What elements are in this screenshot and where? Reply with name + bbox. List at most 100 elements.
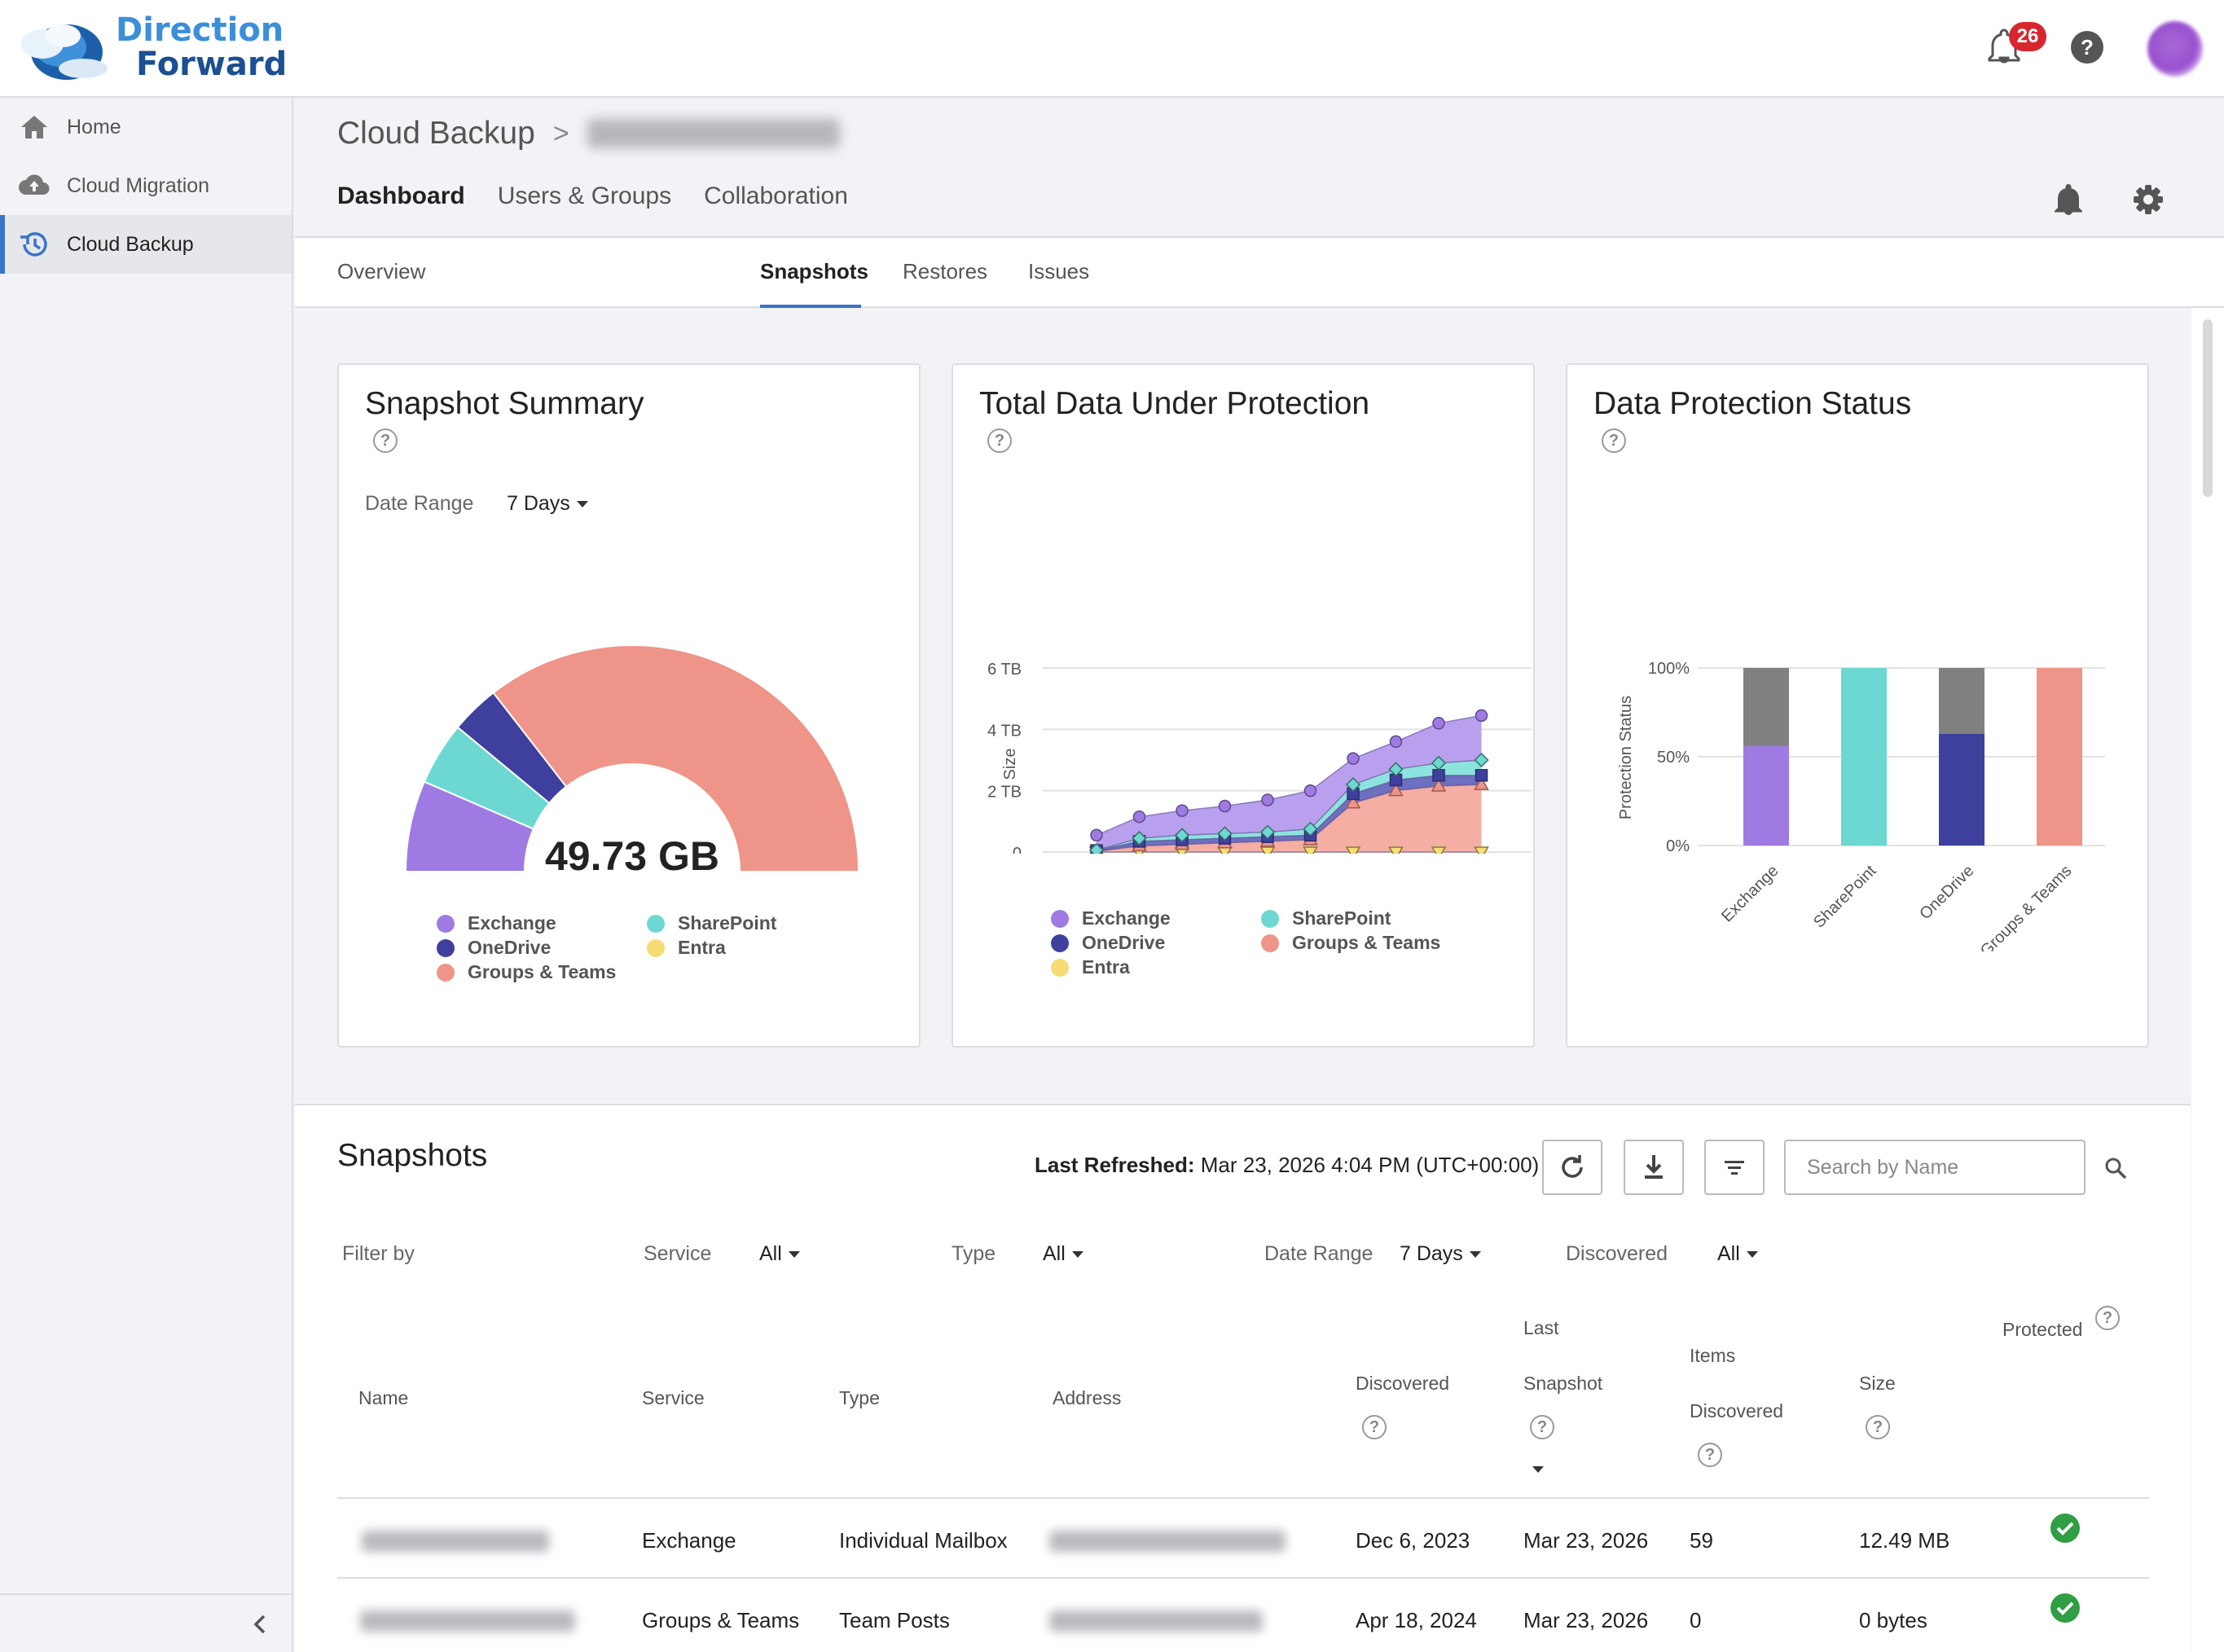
sidebar-item-home[interactable]: Home: [0, 98, 292, 156]
filter-button[interactable]: [1704, 1140, 1765, 1195]
total-data-card: Total Data Under Protection ? 0 2 TB 4 TB 6…: [952, 363, 1535, 1048]
sidebar-item-label: Cloud Backup: [67, 232, 194, 256]
sidebar-item-cloud-backup[interactable]: Cloud Backup: [0, 215, 292, 274]
sidebar-collapse-button[interactable]: [0, 1593, 292, 1652]
data-point-onedrive: [1475, 769, 1488, 782]
legend-item-onedrive[interactable]: OneDrive: [437, 937, 551, 959]
search-input[interactable]: [1784, 1140, 2086, 1195]
sidebar-item-cloud-migration[interactable]: Cloud Migration: [0, 156, 292, 215]
legend-item-groups-teams[interactable]: Groups & Teams: [1261, 932, 1440, 954]
legend-item-groups-teams[interactable]: Groups & Teams: [437, 961, 616, 983]
sort-desc-icon[interactable]: [1530, 1464, 1546, 1475]
help-icon[interactable]: ?: [1698, 1443, 1722, 1467]
svg-text:?: ?: [2081, 35, 2094, 59]
data-point-entra: [1259, 846, 1276, 854]
main-tabs: Dashboard Users & Groups Collaboration: [337, 182, 848, 210]
subtab-snapshots[interactable]: Snapshots: [760, 259, 868, 283]
protection-status-card: Data Protection Status ? 0% 50% 100% Protec…: [1566, 363, 2149, 1048]
logo-text: Direction Forward: [116, 11, 288, 83]
column-header-name[interactable]: Name: [358, 1387, 409, 1408]
help-icon[interactable]: ?: [1530, 1415, 1554, 1439]
column-header-items-line1[interactable]: Items: [1690, 1345, 1736, 1366]
service-filter-dropdown[interactable]: All: [759, 1242, 800, 1266]
help-icon[interactable]: ?: [987, 428, 1012, 453]
service-filter-label: Service: [644, 1242, 712, 1265]
last-refreshed-label: Last Refreshed:: [1035, 1153, 1195, 1177]
tab-collaboration[interactable]: Collaboration: [704, 182, 848, 209]
legend-swatch: [437, 914, 455, 933]
y-tick-label: 2 TB: [987, 784, 1022, 802]
data-point-groups-teams: [1345, 795, 1361, 809]
column-header-service[interactable]: Service: [642, 1387, 705, 1408]
settings-gear-icon[interactable]: [2128, 179, 2169, 220]
download-button[interactable]: [1624, 1140, 1684, 1195]
data-point-exchange: [1176, 804, 1189, 817]
legend-swatch: [1051, 934, 1069, 952]
legend-item-onedrive[interactable]: OneDrive: [1051, 932, 1165, 954]
breadcrumb-root[interactable]: Cloud Backup: [337, 116, 535, 151]
column-header-last-snapshot-line2[interactable]: Snapshot: [1523, 1373, 1603, 1394]
date-range-filter-dropdown[interactable]: 7 Days: [1400, 1242, 1481, 1266]
app-logo[interactable]: Direction Forward: [18, 11, 287, 85]
discovered-filter-dropdown[interactable]: All: [1717, 1242, 1758, 1266]
legend-swatch: [437, 963, 455, 982]
tab-dashboard[interactable]: Dashboard: [337, 182, 465, 209]
legend-swatch: [437, 938, 455, 957]
legend-item-sharepoint[interactable]: SharePoint: [1261, 907, 1391, 929]
discovered-filter-label: Discovered: [1566, 1242, 1668, 1265]
line-exchange: [1096, 714, 1482, 836]
help-icon[interactable]: ?: [1866, 1415, 1890, 1439]
user-avatar[interactable]: [2147, 21, 2203, 77]
legend-item-entra[interactable]: Entra: [1051, 956, 1130, 978]
help-icon[interactable]: ?: [1602, 428, 1626, 453]
area-groups-teams: [1097, 784, 1482, 852]
scrollbar-thumb[interactable]: [2203, 319, 2213, 497]
type-filter-dropdown[interactable]: All: [1043, 1242, 1083, 1266]
alerts-bell-icon[interactable]: [2048, 179, 2089, 220]
last-refreshed-value: Mar 23, 2026 4:04 PM (UTC+00:00): [1200, 1153, 1540, 1177]
legend-label: Exchange: [1082, 907, 1171, 929]
line-sharepoint: [1096, 759, 1482, 851]
column-header-protected[interactable]: Protected: [2002, 1319, 2083, 1340]
help-icon[interactable]: ?: [2064, 24, 2110, 70]
data-point-sharepoint: [1431, 755, 1447, 771]
help-icon[interactable]: ?: [2095, 1306, 2120, 1330]
scrollbar-track[interactable]: [2191, 308, 2224, 1652]
card-title: Total Data Under Protection: [979, 386, 1370, 421]
subtab-overview[interactable]: Overview: [337, 259, 426, 283]
legend-item-exchange[interactable]: Exchange: [1051, 907, 1171, 929]
column-header-discovered[interactable]: Discovered: [1356, 1373, 1450, 1394]
column-header-size[interactable]: Size: [1859, 1373, 1896, 1394]
help-icon[interactable]: ?: [1362, 1415, 1387, 1439]
column-header-type[interactable]: Type: [839, 1387, 880, 1408]
data-point-exchange: [1347, 752, 1360, 765]
row-service: Groups & Teams: [642, 1608, 800, 1632]
date-range-dropdown[interactable]: 7 Days: [507, 492, 588, 516]
protected-check-icon: [2050, 1593, 2080, 1623]
legend-item-entra[interactable]: Entra: [647, 937, 726, 959]
subtab-restores[interactable]: Restores: [903, 259, 988, 283]
data-point-sharepoint: [1388, 762, 1404, 777]
tab-users-groups[interactable]: Users & Groups: [497, 182, 672, 209]
legend-item-exchange[interactable]: Exchange: [437, 912, 556, 934]
x-tick-label: SharePoint: [1810, 862, 1880, 932]
column-header-items-line2[interactable]: Discovered: [1690, 1400, 1784, 1421]
date-range-label: Date Range: [365, 492, 474, 515]
bar-unprotected-exchange: [1743, 668, 1789, 746]
refresh-button[interactable]: [1542, 1140, 1602, 1195]
legend-item-sharepoint[interactable]: SharePoint: [647, 912, 776, 934]
row-size: 12.49 MB: [1859, 1528, 1950, 1553]
legend-label: Exchange: [468, 912, 556, 934]
search-icon[interactable]: [2103, 1156, 2128, 1180]
subtab-issues[interactable]: Issues: [1028, 259, 1090, 283]
legend-swatch: [1261, 934, 1279, 952]
bar-protected-groups-teams: [2037, 668, 2082, 846]
legend-swatch: [1261, 909, 1279, 928]
column-header-last-snapshot-line1[interactable]: Last: [1523, 1317, 1559, 1338]
column-header-address[interactable]: Address: [1053, 1387, 1122, 1408]
x-tick-label: Exchange: [1718, 862, 1782, 925]
help-icon[interactable]: ?: [373, 428, 398, 453]
row-name-redacted: [362, 1531, 549, 1552]
row-last-snapshot: Mar 23, 2026: [1523, 1528, 1649, 1553]
row-discovered: Dec 6, 2023: [1356, 1528, 1470, 1553]
